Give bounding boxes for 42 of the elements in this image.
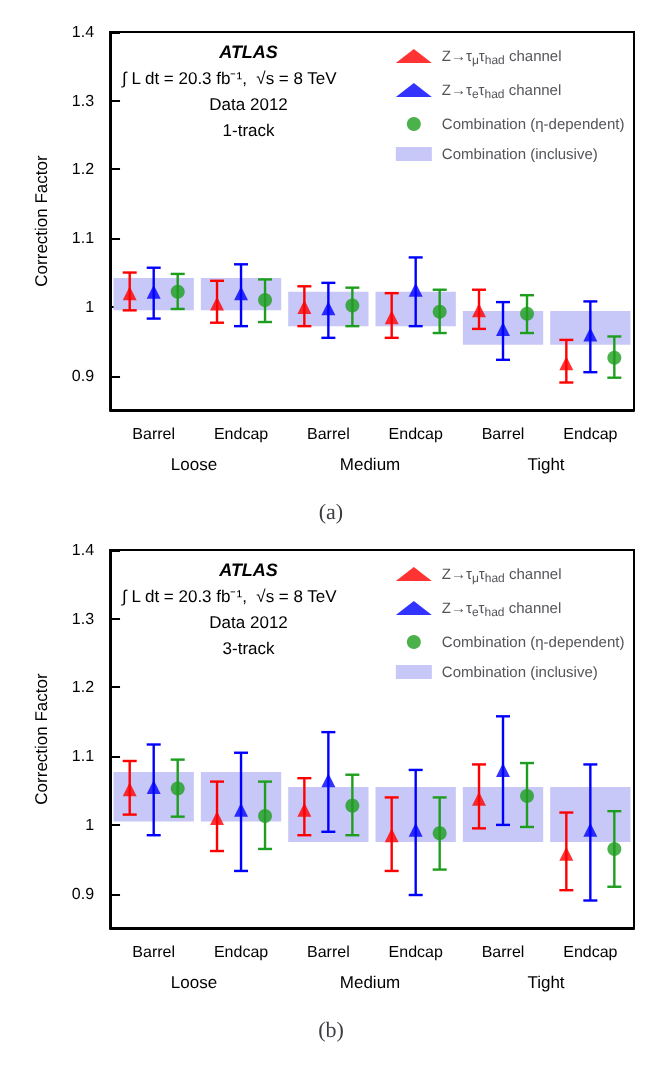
- y-tick-label: 1.3: [71, 91, 96, 110]
- annotation: ∫ L dt = 20.3 fb⁻¹, √s = 8 TeV: [120, 68, 338, 88]
- text: Tight: [527, 972, 566, 992]
- y-tick-label: 1.2: [71, 160, 96, 179]
- x-tick-label: Barrel: [132, 943, 176, 961]
- x-tick-label: Barrel: [481, 425, 525, 443]
- text: Medium: [339, 454, 401, 474]
- y-tick-label: 1.4: [71, 23, 96, 41]
- y-axis-title: Correction Factor: [31, 155, 51, 287]
- text: (a): [318, 501, 344, 525]
- x-tick-label: Barrel: [132, 425, 176, 443]
- annotation: Data 2012: [209, 94, 289, 114]
- x-tick-label: Endcap: [388, 425, 444, 443]
- x-tick-label: Endcap: [563, 943, 619, 961]
- text: Loose: [170, 454, 218, 474]
- x-tick-label: Endcap: [388, 943, 444, 961]
- y-axis-title: Correction Factor: [31, 673, 51, 805]
- x-tick-label: Barrel: [481, 943, 525, 961]
- text: Medium: [339, 972, 401, 992]
- annotation: ATLAS: [217, 42, 278, 62]
- y-tick-label: 1.2: [71, 678, 96, 697]
- y-tick-label: 0.9: [71, 366, 96, 385]
- text: (b): [318, 1019, 345, 1043]
- y-tick-label: 0.9: [71, 884, 96, 903]
- y-tick-label: 1.1: [71, 229, 96, 248]
- annotation: ∫ L dt = 20.3 fb⁻¹, √s = 8 TeV: [120, 586, 338, 606]
- annotation: 1-track: [222, 120, 277, 140]
- annotation: ATLAS: [217, 560, 278, 580]
- annotation: 3-track: [222, 638, 277, 658]
- text: Tight: [527, 454, 566, 474]
- y-tick-label: 1.4: [71, 541, 96, 559]
- y-tick-label: 1.3: [71, 609, 96, 628]
- x-tick-label: Endcap: [213, 425, 270, 443]
- text: Loose: [170, 972, 218, 992]
- y-tick-label: 1.1: [71, 747, 96, 766]
- x-tick-label: Endcap: [213, 943, 270, 961]
- y-tick-label: 1: [85, 815, 96, 834]
- annotation: Data 2012: [209, 612, 289, 632]
- x-tick-label: Barrel: [307, 425, 351, 443]
- x-tick-label: Barrel: [307, 943, 351, 961]
- y-tick-label: 1: [85, 297, 96, 316]
- x-tick-label: Endcap: [563, 425, 619, 443]
